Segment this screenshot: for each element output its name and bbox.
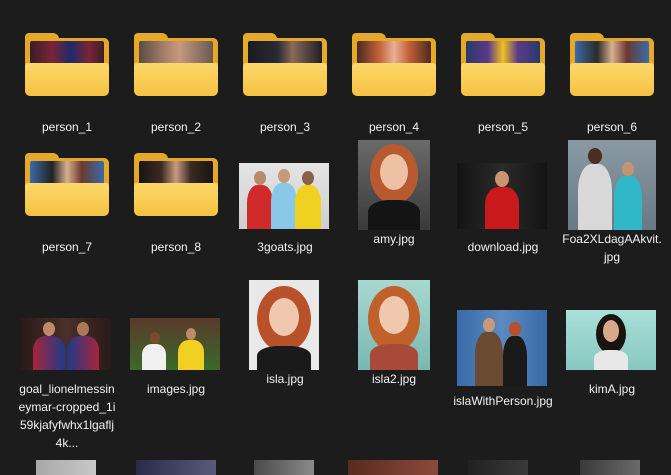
- folder-person-4[interactable]: person_4: [342, 28, 446, 136]
- image-thumbnail: [560, 140, 664, 230]
- folder-icon: [25, 33, 109, 96]
- file-islawithperson[interactable]: islaWithPerson.jpg: [451, 302, 555, 410]
- folder-thumbnail: [124, 28, 228, 118]
- file-label: 3goats.jpg: [257, 240, 313, 254]
- folder-icon: [134, 153, 218, 216]
- file-3goats[interactable]: 3goats.jpg: [233, 148, 337, 256]
- file-label: amy.jpg: [373, 232, 415, 246]
- file-label: islaWithPerson.jpg: [453, 394, 553, 408]
- folder-icon: [461, 33, 545, 96]
- file-label: person_4: [368, 120, 420, 134]
- folder-thumbnail: [124, 148, 228, 238]
- file-images[interactable]: images.jpg: [124, 302, 228, 398]
- file-label: goal_lionelmessineymar-cropped_1i59kjafy…: [18, 382, 116, 450]
- folder-person-8[interactable]: person_8: [124, 148, 228, 256]
- file-label: download.jpg: [467, 240, 539, 254]
- file-foa2xldagaakvit[interactable]: Foa2XLdagAAkvit.jpg: [560, 140, 664, 266]
- file-amy[interactable]: amy.jpg: [342, 140, 446, 248]
- image-thumbnail: [451, 302, 555, 392]
- partial-thumbnail-row: [0, 460, 671, 475]
- file-label: person_3: [259, 120, 311, 134]
- folder-person-3[interactable]: person_3: [233, 28, 337, 136]
- folder-person-2[interactable]: person_2: [124, 28, 228, 136]
- file-label: person_8: [150, 240, 202, 254]
- folder-icon: [134, 33, 218, 96]
- file-download[interactable]: download.jpg: [451, 148, 555, 256]
- file-isla2[interactable]: isla2.jpg: [342, 280, 446, 388]
- file-label: person_5: [477, 120, 529, 134]
- image-thumbnail: [233, 148, 337, 238]
- image-thumbnail: [233, 280, 337, 370]
- folder-person-1[interactable]: person_1: [15, 28, 119, 136]
- image-thumbnail: [560, 302, 664, 392]
- folder-thumbnail: [15, 148, 119, 238]
- file-label: Foa2XLdagAAkvit.jpg: [562, 232, 662, 264]
- file-label: person_6: [586, 120, 638, 134]
- folder-thumbnail: [15, 28, 119, 118]
- file-label: person_1: [41, 120, 93, 134]
- file-label: isla.jpg: [266, 372, 304, 386]
- folder-icon: [570, 33, 654, 96]
- folder-thumbnail: [451, 28, 555, 118]
- file-label: person_2: [150, 120, 202, 134]
- image-thumbnail: [342, 140, 446, 230]
- file-goal-lionelmessi[interactable]: goal_lionelmessineymar-cropped_1i59kjafy…: [15, 302, 119, 452]
- image-thumbnail: [342, 280, 446, 370]
- folder-thumbnail: [233, 28, 337, 118]
- folder-thumbnail: [560, 28, 664, 118]
- folder-icon: [25, 153, 109, 216]
- file-label: person_7: [41, 240, 93, 254]
- file-label: images.jpg: [146, 382, 206, 396]
- image-thumbnail: [451, 148, 555, 238]
- folder-person-7[interactable]: person_7: [15, 148, 119, 256]
- file-isla[interactable]: isla.jpg: [233, 280, 337, 388]
- file-label: isla2.jpg: [371, 372, 417, 386]
- image-thumbnail: [124, 302, 228, 392]
- folder-icon: [352, 33, 436, 96]
- folder-person-6[interactable]: person_6: [560, 28, 664, 136]
- file-kima[interactable]: kimA.jpg: [560, 302, 664, 398]
- folder-thumbnail: [342, 28, 446, 118]
- folder-person-5[interactable]: person_5: [451, 28, 555, 136]
- image-thumbnail: [15, 302, 119, 392]
- file-label: kimA.jpg: [588, 382, 635, 396]
- folder-icon: [243, 33, 327, 96]
